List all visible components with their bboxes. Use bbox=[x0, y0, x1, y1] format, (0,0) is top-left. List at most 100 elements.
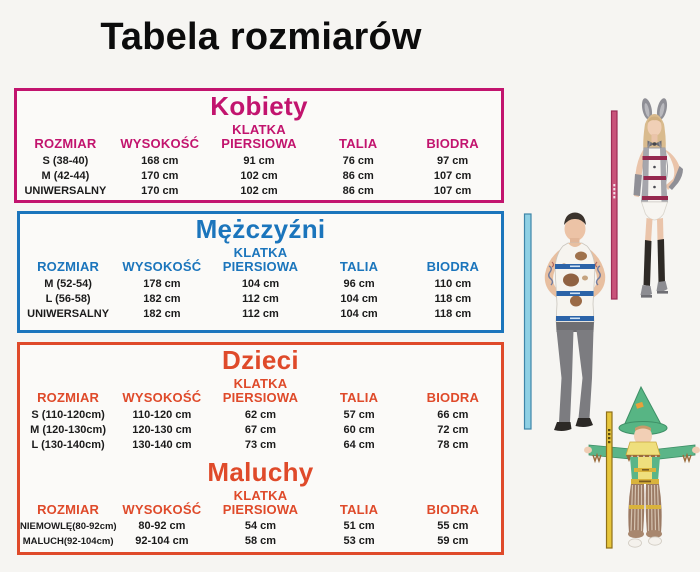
col-header-klatka-piersiowa: KLATKA PIERSIOWA bbox=[222, 245, 299, 274]
cell: 91 cm bbox=[243, 154, 275, 167]
cell: 76 cm bbox=[342, 154, 374, 167]
table-row: NIEMOWLĘ(80-92cm) 80-92 cm 54 cm 51 cm 5… bbox=[20, 519, 501, 534]
col-header-rozmiar: ROZMIAR bbox=[37, 501, 100, 517]
col-header-biodra: BIODRA bbox=[426, 258, 480, 274]
col-header-biodra: BIODRA bbox=[426, 501, 480, 517]
table-row: S (38-40) 168 cm 91 cm 76 cm 97 cm bbox=[17, 154, 501, 169]
col-header-wysokosc: WYSOKOŚĆ bbox=[120, 135, 200, 151]
col-header-rozmiar: ROZMIAR bbox=[37, 389, 100, 405]
cell: M (42-44) bbox=[41, 169, 90, 182]
cell: 182 cm bbox=[143, 307, 181, 320]
col-header-talia: TALIA bbox=[339, 389, 379, 405]
cell: 59 cm bbox=[437, 535, 469, 548]
col-header-rozmiar: ROZMIAR bbox=[34, 135, 97, 151]
size-table-dzieci: ROZMIAR WYSOKOŚĆ KLATKA PIERSIOWA TALIA … bbox=[20, 375, 501, 453]
cell: 170 cm bbox=[141, 184, 179, 197]
bunny-woman-figure bbox=[633, 98, 683, 298]
col-header-talia: TALIA bbox=[339, 135, 378, 151]
cell: 118 cm bbox=[434, 307, 472, 320]
cell: 178 cm bbox=[143, 277, 181, 290]
col-header-talia: TALIA bbox=[339, 501, 379, 517]
col-header-talia: TALIA bbox=[339, 258, 379, 274]
cell: 107 cm bbox=[433, 184, 472, 197]
cell: 51 cm bbox=[343, 520, 375, 533]
cell: 58 cm bbox=[244, 535, 277, 548]
man-figure bbox=[544, 212, 606, 432]
table-row: L (56-58) 182 cm 112 cm 104 cm 118 cm bbox=[20, 292, 501, 307]
bunny-ears-icon bbox=[641, 98, 668, 120]
header-row: ROZMIAR WYSOKOŚĆ KLATKA PIERSIOWA TALIA … bbox=[20, 375, 501, 408]
pink-measuring-pole bbox=[610, 110, 618, 300]
table-row: M (52-54) 178 cm 104 cm 96 cm 110 cm bbox=[20, 277, 501, 292]
cell: M (120-130cm) bbox=[30, 423, 106, 436]
cell: 57 cm bbox=[343, 408, 375, 421]
cell: S (38-40) bbox=[42, 154, 89, 167]
table-row: MALUCH(92-104cm) 92-104 cm 58 cm 53 cm 5… bbox=[20, 534, 501, 549]
woman-costume-illustration bbox=[610, 98, 683, 300]
page-title: Tabela rozmiarów bbox=[100, 16, 422, 58]
col-header-wysokosc: WYSOKOŚĆ bbox=[122, 389, 202, 405]
cell: 86 cm bbox=[342, 184, 374, 197]
table-row: S (110-120cm) 110-120 cm 62 cm 57 cm 66 … bbox=[20, 408, 501, 423]
col-header-klatka-piersiowa: KLATKA PIERSIOWA bbox=[222, 487, 299, 517]
col-header-klatka-piersiowa: KLATKA PIERSIOWA bbox=[222, 376, 299, 405]
cell: 67 cm bbox=[244, 423, 277, 436]
cell: 168 cm bbox=[141, 154, 179, 167]
cell: NIEMOWLĘ(80-92cm) bbox=[20, 520, 117, 532]
size-table-maluchy: ROZMIAR WYSOKOŚĆ KLATKA PIERSIOWA TALIA … bbox=[20, 487, 501, 550]
cell: 53 cm bbox=[343, 535, 375, 548]
cell: 170 cm bbox=[141, 169, 179, 182]
cell: 78 cm bbox=[437, 438, 469, 451]
cell: 73 cm bbox=[244, 438, 277, 451]
cell: 118 cm bbox=[434, 292, 472, 305]
cell: 54 cm bbox=[244, 520, 277, 533]
section-title-mezczyzni: Mężczyźni bbox=[195, 214, 326, 244]
col-header-wysokosc: WYSOKOŚĆ bbox=[122, 258, 202, 274]
cell: 112 cm bbox=[242, 307, 279, 320]
cell: 182 cm bbox=[143, 292, 181, 305]
cell: 112 cm bbox=[242, 292, 279, 305]
cell: 130-140 cm bbox=[132, 438, 192, 451]
cell: 102 cm bbox=[240, 184, 278, 197]
child-figure bbox=[584, 385, 700, 548]
header-row: ROZMIAR WYSOKOŚĆ KLATKA PIERSIOWA TALIA … bbox=[20, 487, 501, 520]
header-row: ROZMIAR WYSOKOŚĆ KLATKA PIERSIOWA TALIA … bbox=[20, 244, 501, 277]
table-row: M (120-130cm) 120-130 cm 67 cm 60 cm 72 … bbox=[20, 423, 501, 438]
cell: L (130-140cm) bbox=[31, 438, 105, 451]
col-header-biodra: BIODRA bbox=[426, 389, 480, 405]
col-header-rozmiar: ROZMIAR bbox=[37, 258, 100, 274]
cell: 104 cm bbox=[241, 277, 280, 290]
section-title-kobiety: Kobiety bbox=[210, 91, 308, 121]
child-costume-illustration bbox=[584, 385, 700, 549]
table-row: L (130-140cm) 130-140 cm 73 cm 64 cm 78 … bbox=[20, 438, 501, 453]
cell: 62 cm bbox=[244, 408, 277, 421]
cell: 55 cm bbox=[437, 520, 469, 533]
section-title-maluchy: Maluchy bbox=[207, 456, 314, 487]
cell: 120-130 cm bbox=[132, 423, 192, 436]
size-table-kobiety: ROZMIAR WYSOKOŚĆ KLATKA PIERSIOWA TALIA … bbox=[17, 121, 501, 199]
cell: 104 cm bbox=[340, 292, 378, 305]
cell: MALUCH(92-104cm) bbox=[22, 535, 114, 547]
table-row: M (42-44) 170 cm 102 cm 86 cm 107 cm bbox=[17, 169, 501, 184]
size-table-box-mezczyzni: Mężczyźni ROZMIAR WYSOKOŚĆ KLATKA PIERSI… bbox=[17, 211, 504, 333]
cell: 66 cm bbox=[437, 408, 469, 421]
cell: 96 cm bbox=[343, 277, 375, 290]
section-title-dzieci: Dzieci bbox=[222, 345, 299, 375]
yellow-measuring-pole bbox=[605, 411, 613, 549]
size-table-box-dzieci-maluchy: Dzieci ROZMIAR WYSOKOŚĆ KLATKA PIERSIOWA… bbox=[17, 342, 504, 555]
cell: 97 cm bbox=[436, 154, 469, 167]
cell: S (110-120cm) bbox=[31, 408, 105, 421]
col-header-wysokosc: WYSOKOŚĆ bbox=[122, 501, 202, 517]
cell: 92-104 cm bbox=[135, 535, 189, 548]
cell: 102 cm bbox=[240, 169, 278, 182]
cell: 60 cm bbox=[343, 423, 375, 436]
cell: 72 cm bbox=[437, 423, 469, 436]
col-header-klatka-piersiowa: KLATKA PIERSIOWA bbox=[221, 122, 297, 151]
table-row: UNIWERSALNY 182 cm 112 cm 104 cm 118 cm bbox=[20, 307, 501, 322]
cell: M (52-54) bbox=[44, 277, 92, 290]
cell: 110 cm bbox=[434, 277, 472, 290]
table-row: UNIWERSALNY 170 cm 102 cm 86 cm 107 cm bbox=[17, 184, 501, 199]
cell: UNIWERSALNY bbox=[27, 307, 110, 320]
size-table-mezczyzni: ROZMIAR WYSOKOŚĆ KLATKA PIERSIOWA TALIA … bbox=[20, 244, 501, 322]
